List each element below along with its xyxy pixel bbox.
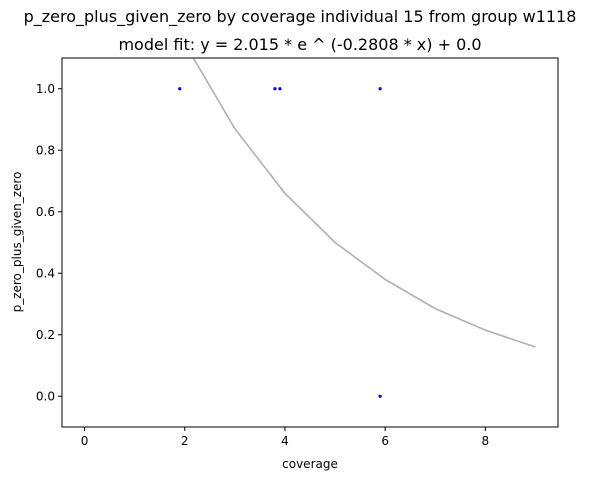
scatter-points-layer (178, 87, 382, 398)
y-tick-label-1: 0.2 (36, 328, 55, 342)
y-axis: 0.0 0.2 0.4 0.6 0.8 1.0 (36, 82, 62, 403)
y-tick-label-2: 0.4 (36, 266, 55, 280)
y-tick-label-3: 0.6 (36, 205, 55, 219)
scatter-point-3 (378, 87, 382, 91)
scatter-point-1 (273, 87, 277, 91)
x-tick-label-2: 4 (281, 434, 289, 448)
scatter-point-2 (278, 87, 282, 91)
x-tick-label-1: 2 (181, 434, 189, 448)
fit-curve-layer (192, 58, 536, 348)
y-tick-label-5: 1.0 (36, 82, 55, 96)
x-tick-label-4: 8 (482, 434, 490, 448)
y-axis-label: p_zero_plus_given_zero (10, 172, 24, 313)
x-tick-label-3: 6 (381, 434, 389, 448)
scatter-point-4 (378, 394, 382, 398)
x-axis-label: coverage (282, 457, 338, 471)
fit-curve-line (192, 58, 536, 348)
y-tick-label-0: 0.0 (36, 389, 55, 403)
y-tick-label-4: 0.8 (36, 143, 55, 157)
chart-title: p_zero_plus_given_zero by coverage indiv… (24, 7, 577, 27)
plot-area (61, 57, 559, 428)
chart-subtitle: model fit: y = 2.015 * e ^ (-0.2808 * x)… (118, 35, 481, 54)
x-axis: 0 2 4 6 8 (81, 427, 489, 448)
x-tick-label-0: 0 (81, 434, 89, 448)
scatter-point-0 (178, 87, 182, 91)
